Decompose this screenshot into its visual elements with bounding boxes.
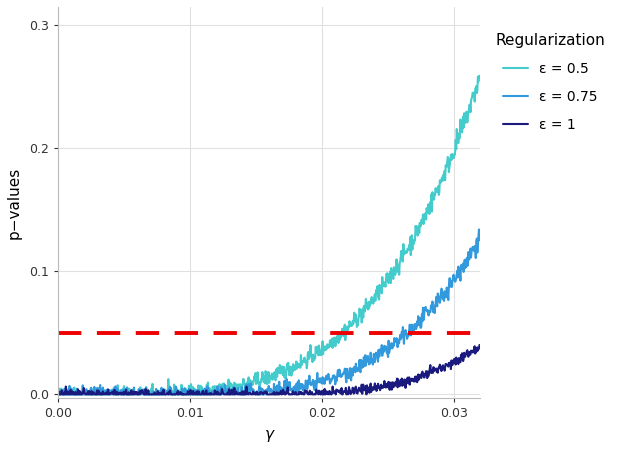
ε = 1 [417,375,425,381]
Line: ε = 0.5: ε = 0.5 [58,76,480,394]
ε = 0.5 [311,354,319,360]
ε = 1 [80,385,88,391]
ε = 0.5 [375,295,383,301]
ε = 0.75 [81,392,88,397]
ε = 0.5 [476,74,484,79]
ε = 0.75 [311,387,319,393]
ε = 1 [323,389,331,394]
ε = 0.75 [300,388,307,394]
ε = 0.5 [475,73,483,79]
ε = 0.75 [476,238,484,243]
Y-axis label: p−values: p−values [7,167,22,238]
ε = 1 [310,392,318,397]
ε = 0.5 [300,359,307,365]
ε = 0.5 [54,392,62,397]
ε = 0.5 [323,342,331,347]
Legend: ε = 0.5, ε = 0.75, ε = 1: ε = 0.5, ε = 0.75, ε = 1 [495,33,605,132]
ε = 1 [299,391,307,396]
ε = 1 [54,392,61,397]
ε = 0.75 [323,377,331,382]
ε = 0.75 [54,388,61,394]
ε = 1 [476,342,484,348]
ε = 0.75 [418,312,426,317]
ε = 1 [374,381,382,387]
ε = 0.5 [54,390,61,395]
ε = 0.75 [375,347,383,352]
Line: ε = 1: ε = 1 [58,345,480,394]
ε = 0.5 [418,217,426,223]
ε = 0.75 [475,227,483,232]
X-axis label: γ: γ [264,427,273,442]
ε = 0.5 [81,391,88,396]
ε = 0.75 [54,392,62,397]
Line: ε = 0.75: ε = 0.75 [58,229,480,394]
